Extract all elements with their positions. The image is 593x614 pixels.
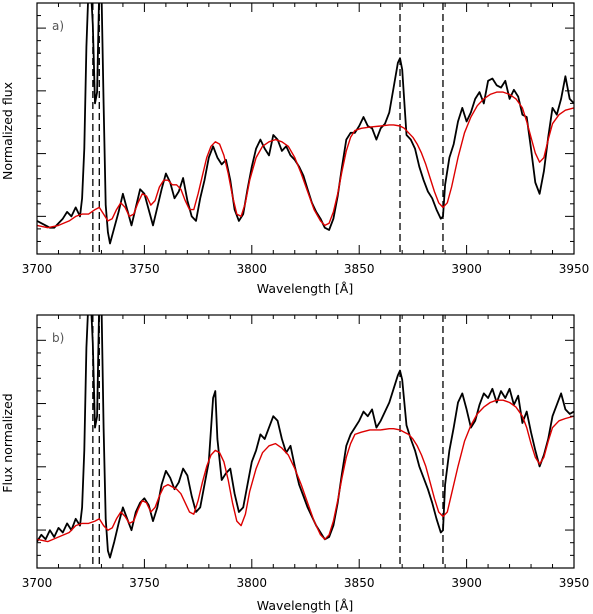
x-tick-label-a-3700: 3700 [22, 262, 53, 276]
panel-label-a: a) [52, 19, 64, 33]
series-group-a [37, 3, 574, 245]
x-axis-label-b: Wavelength [Å] [257, 598, 353, 613]
model-spectrum-a [37, 91, 574, 229]
x-tick-label-a-3800: 3800 [237, 262, 268, 276]
model-spectrum-b [37, 399, 574, 543]
panel-a: Normalized flux Wavelength [Å] a) 3700 37… [0, 2, 590, 296]
observed-spectrum-b [37, 315, 574, 559]
x-tick-label-b-3800: 3800 [237, 576, 268, 590]
x-axis-label-a: Wavelength [Å] [257, 281, 353, 296]
x-tick-label-b-3950: 3950 [559, 576, 590, 590]
x-tick-label-b-3700: 3700 [22, 576, 53, 590]
x-tick-label-a-3850: 3850 [344, 262, 375, 276]
y-axis-label-b: Flux normalized [0, 393, 15, 492]
x-tick-label-a-3950: 3950 [559, 262, 590, 276]
observed-spectrum-a [37, 3, 574, 245]
panel-b: Flux normalized Wavelength [Å] b) 3700 37… [0, 314, 590, 613]
x-tick-label-b-3750: 3750 [129, 576, 160, 590]
x-tick-label-a-3750: 3750 [129, 262, 160, 276]
x-tick-label-b-3900: 3900 [451, 576, 482, 590]
panel-label-b: b) [52, 331, 64, 345]
y-axis-label-a: Normalized flux [0, 82, 15, 180]
x-tick-label-a-3900: 3900 [451, 262, 482, 276]
x-tick-label-b-3850: 3850 [344, 576, 375, 590]
series-group-b [37, 315, 574, 559]
